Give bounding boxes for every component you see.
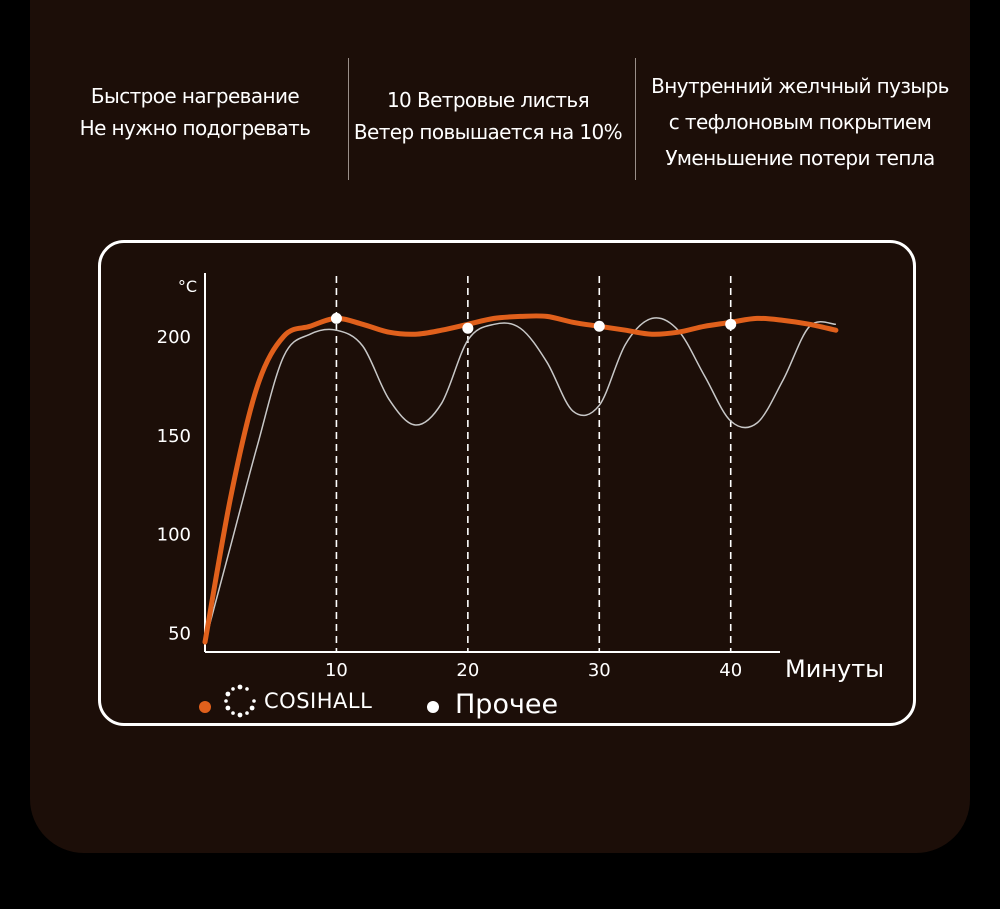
logo-dot <box>245 711 249 715</box>
feature-divider <box>635 58 636 180</box>
logo-dot <box>231 687 235 691</box>
logo-dot <box>237 684 243 690</box>
logo-dot <box>245 687 249 691</box>
logo-dot <box>225 691 231 697</box>
x-tick-label: 20 <box>456 660 479 681</box>
legend-brand-cosihall: COSIHALL <box>264 689 372 713</box>
data-point-marker <box>330 312 342 324</box>
logo-dot <box>252 699 256 703</box>
logo-dot <box>225 705 231 711</box>
legend-label-other: Прочее <box>455 689 558 720</box>
x-tick-label: 40 <box>719 660 742 681</box>
x-axis-label: Минуты <box>785 655 884 683</box>
chart-axes <box>204 273 780 653</box>
feature-line: Ветер повышается на 10% <box>353 120 623 144</box>
feature-line: Не нужно подогревать <box>79 116 311 140</box>
data-point-marker <box>462 322 474 334</box>
cosihall-logo-icon <box>224 684 256 718</box>
background-panel <box>30 0 970 853</box>
y-tick-labels: 50 100 150 200 <box>157 327 191 644</box>
logo-dot <box>231 711 235 715</box>
data-point-marker <box>593 320 605 332</box>
y-tick-label: 50 <box>168 623 191 644</box>
x-tick-label: 30 <box>588 660 611 681</box>
logo-dot <box>237 712 243 718</box>
y-tick-label: 150 <box>157 426 191 447</box>
y-tick-label: 200 <box>157 327 191 348</box>
feature-fast-heating: Быстрое нагревание Не нужно подогревать <box>60 80 330 144</box>
x-tick-labels: 10 20 30 40 <box>325 660 742 681</box>
feature-line: с тефлоновым покрытием <box>668 110 932 134</box>
series-line-other <box>204 317 836 643</box>
logo-dot <box>249 705 255 711</box>
feature-bar: Быстрое нагревание Не нужно подогревать … <box>0 0 1000 200</box>
series-markers <box>330 312 737 334</box>
y-tick-label: 100 <box>157 525 191 546</box>
feature-line: Внутренний желчный пузырь <box>651 74 949 98</box>
feature-teflon-coating: Внутренний желчный пузырь с тефлоновым п… <box>638 68 962 176</box>
chart-frame <box>98 240 916 726</box>
logo-dot <box>224 699 228 703</box>
series-line-cosihall <box>202 313 839 645</box>
data-point-marker <box>725 318 737 330</box>
reference-lines <box>335 276 732 652</box>
feature-line: 10 Ветровые листья <box>386 88 590 112</box>
legend-swatch-other <box>427 701 439 713</box>
feature-line: Уменьшение потери тепла <box>665 146 935 170</box>
y-axis-unit: °C <box>178 277 197 296</box>
legend-swatch-cosihall <box>199 701 211 713</box>
x-tick-label: 10 <box>325 660 348 681</box>
chart-legend: COSIHALL Прочее <box>199 684 558 720</box>
feature-wind-blades: 10 Ветровые листья Ветер повышается на 1… <box>352 84 624 148</box>
feature-divider <box>348 58 349 180</box>
feature-line: Быстрое нагревание <box>90 84 300 108</box>
